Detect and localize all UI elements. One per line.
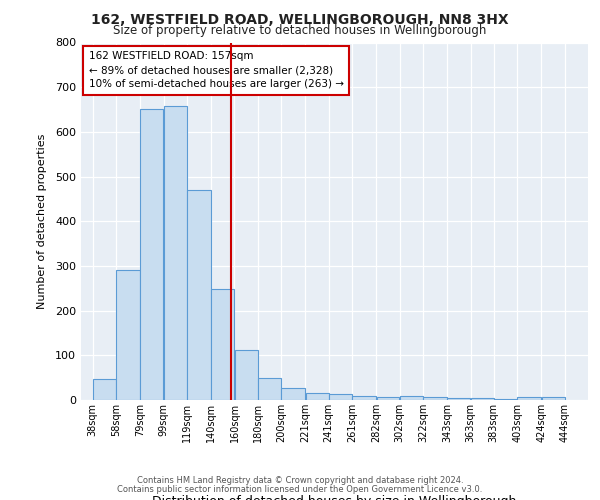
Bar [423,398,447,400]
Y-axis label: Number of detached properties: Number of detached properties [37,134,47,309]
Text: Size of property relative to detached houses in Wellingborough: Size of property relative to detached ho… [113,24,487,37]
X-axis label: Distribution of detached houses by size in Wellingborough: Distribution of detached houses by size … [152,495,517,500]
Text: Contains HM Land Registry data © Crown copyright and database right 2024.: Contains HM Land Registry data © Crown c… [137,476,463,485]
Bar [258,378,281,400]
Bar [517,398,541,400]
Bar [211,289,235,400]
Bar [93,379,116,400]
Bar [329,394,352,400]
Text: Contains public sector information licensed under the Open Government Licence v3: Contains public sector information licen… [118,485,482,494]
Bar [377,397,400,400]
Bar [542,397,565,400]
Bar [187,190,211,400]
Bar [164,106,187,400]
Bar [140,108,163,400]
Bar [352,396,376,400]
Text: 162, WESTFIELD ROAD, WELLINGBOROUGH, NN8 3HX: 162, WESTFIELD ROAD, WELLINGBOROUGH, NN8… [91,12,509,26]
Bar [305,393,329,400]
Bar [400,396,423,400]
Bar [116,270,140,400]
Text: 162 WESTFIELD ROAD: 157sqm
← 89% of detached houses are smaller (2,328)
10% of s: 162 WESTFIELD ROAD: 157sqm ← 89% of deta… [89,52,344,90]
Bar [235,350,257,400]
Bar [281,388,305,400]
Bar [494,399,517,400]
Bar [471,398,494,400]
Bar [448,398,470,400]
